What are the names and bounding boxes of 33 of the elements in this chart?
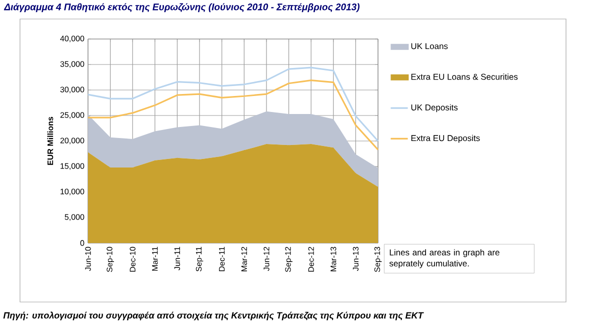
- y-tick-label: 10,000: [60, 188, 84, 196]
- x-tick-label: Jun-12: [264, 246, 270, 271]
- y-tick-label: 30,000: [60, 86, 84, 94]
- line-series: [87, 80, 379, 150]
- text: Πηγή: υπολογισμοί του συγγραφέα από στοιχεία της Κεντρικής Τράπεζας της Κύπρου και της ΕΚΤ: [3, 312, 424, 320]
- x-tick-label: Mar-11: [152, 246, 158, 271]
- text: Lines and areas in graph are seprately cumulative.: [389, 249, 500, 268]
- x-tick-label: Sep-13: [374, 246, 382, 272]
- y-axis-title: EUR Millions: [47, 116, 54, 165]
- y-tick-label: 15,000: [60, 163, 84, 170]
- legend-label: Extra EU Loans & Securities: [411, 74, 518, 80]
- x-tick-label: Jun-13: [352, 246, 359, 271]
- y-tick-label: 40,000: [60, 36, 84, 42]
- legend-label: Extra EU Deposits: [411, 134, 480, 143]
- x-tick-label: Sep-10: [106, 246, 114, 272]
- x-tick-label: Jun-10: [85, 246, 91, 271]
- y-tick-label: 25,000: [60, 112, 84, 119]
- line-series: [87, 66, 379, 142]
- x-tick-label: Mar-13: [330, 246, 336, 272]
- y-tick-label: 35,000: [60, 61, 84, 68]
- y-tick-label: 0: [80, 240, 84, 246]
- x-tick-label: Mar-12: [241, 246, 247, 272]
- x-tick-label: Dec-12: [308, 246, 314, 272]
- x-tick-label: Sep-11: [196, 246, 204, 272]
- x-tick-label: Sep-12: [285, 246, 292, 272]
- x-tick-label: Jun-11: [174, 246, 180, 270]
- legend-label: UK Loans: [411, 43, 448, 50]
- x-tick-label: Dec-11: [219, 246, 225, 272]
- x-tick-label: Dec-10: [130, 246, 136, 272]
- legend-label: UK Deposits: [411, 104, 458, 112]
- y-tick-label: 5,000: [64, 214, 84, 221]
- y-tick-label: 20,000: [60, 138, 84, 144]
- chart-title: Διάγραμμα 4 Παθητικό εκτός της Ευρωζώνης (Ιούνιος 2010 - Σεπτέμβριος 2013): [4, 3, 360, 12]
